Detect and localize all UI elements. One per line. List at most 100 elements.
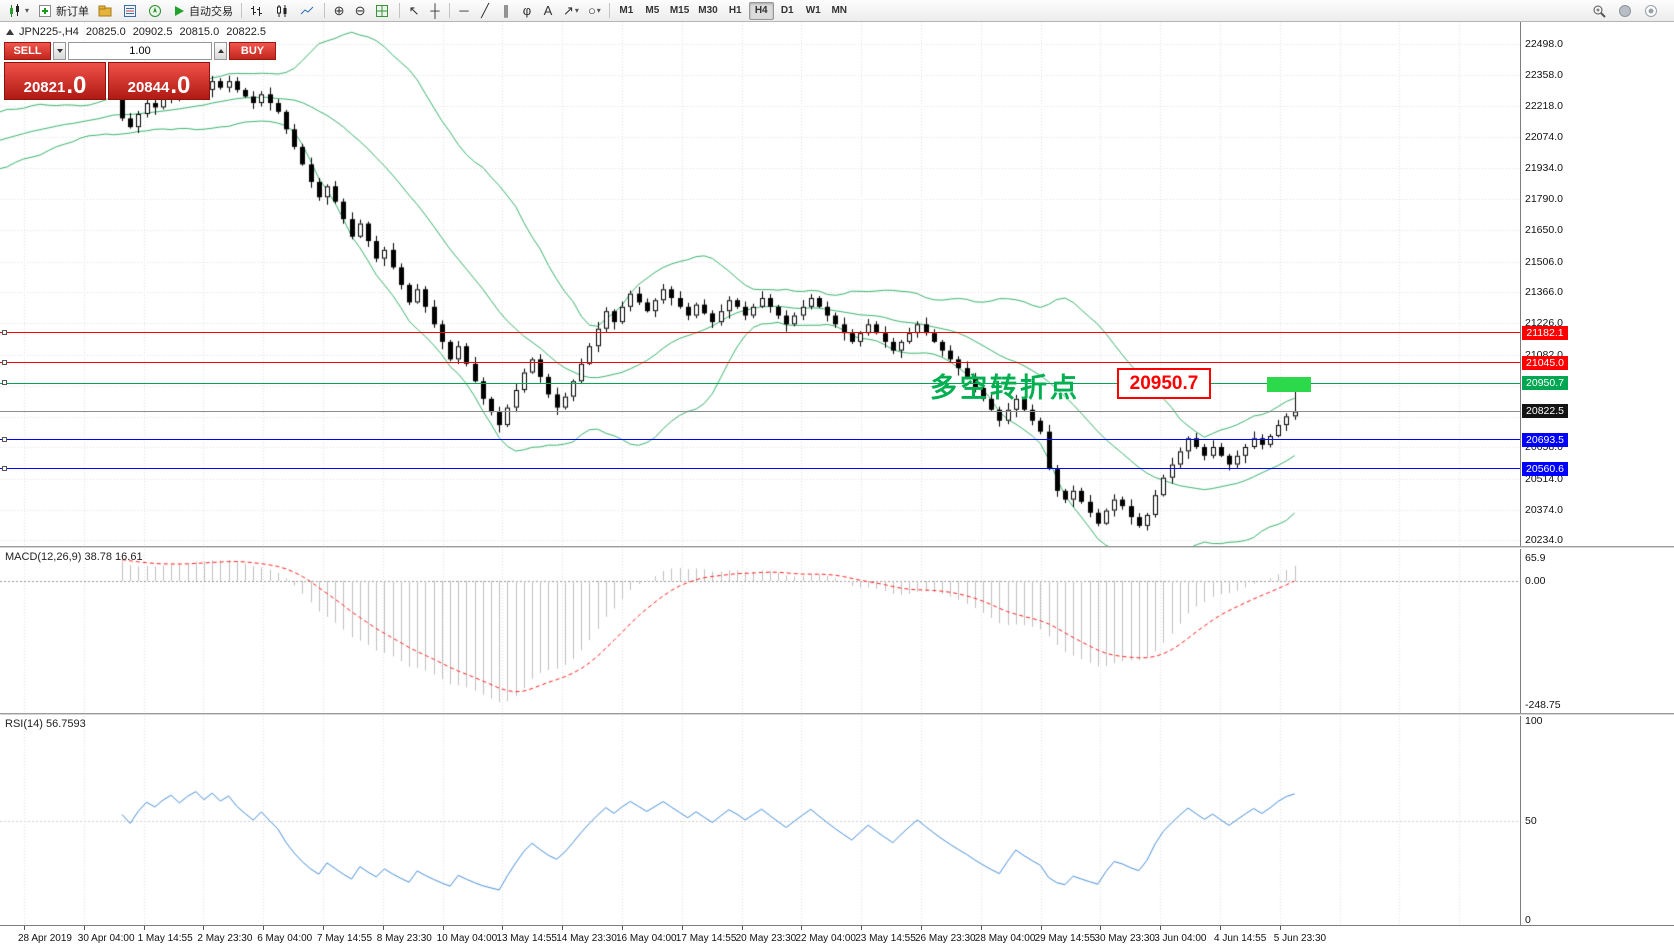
community-icon — [1618, 4, 1632, 18]
annotation-zone-marker[interactable] — [1267, 377, 1311, 392]
price-axis[interactable]: 22498.0 22358.0 22218.0 22074.0 21934.0 21790… — [1520, 22, 1674, 926]
tile-windows-button[interactable] — [371, 2, 395, 20]
candlestick-chart-button[interactable] — [271, 2, 295, 20]
annotation-price-callout[interactable]: 20950.7 — [1117, 368, 1211, 399]
cursor-button[interactable]: ↖ — [404, 2, 424, 20]
panel-splitter-rsi[interactable] — [0, 713, 1674, 716]
tf-w1-button[interactable]: W1 — [805, 5, 821, 16]
symbol-search-button[interactable] — [1588, 2, 1612, 20]
help-button[interactable] — [1640, 2, 1664, 20]
time-axis-tick — [323, 926, 324, 930]
time-axis-label: 2 May 23:30 — [197, 933, 253, 944]
line-chart-button[interactable] — [296, 2, 320, 20]
autotrading-icon — [173, 5, 185, 17]
arrows-button[interactable]: ↗ ▾ — [559, 2, 583, 20]
new-chart-button[interactable]: ▾ — [4, 2, 33, 20]
support-line-upper[interactable] — [0, 439, 1520, 441]
buy-price-display[interactable]: 20844.0 — [108, 62, 210, 100]
time-axis-tick — [622, 926, 623, 930]
horizontal-line-button[interactable]: ─ — [454, 2, 474, 20]
macd-panel-canvas[interactable] — [0, 549, 1520, 713]
time-axis-tick — [1220, 926, 1221, 930]
time-axis-tick — [741, 926, 743, 930]
tf-m30-button[interactable]: M30 — [698, 5, 718, 16]
volume-increase-button[interactable] — [214, 42, 227, 60]
rsi-scale-50: 50 — [1525, 814, 1537, 827]
tf-m5-button[interactable]: M5 — [645, 5, 660, 16]
price-axis-label: 22074.0 — [1525, 131, 1563, 144]
triangle-down-icon — [56, 49, 63, 53]
sell-button[interactable]: SELL — [4, 42, 51, 60]
time-axis-tick — [681, 926, 683, 930]
one-click-collapse-icon[interactable] — [6, 29, 14, 35]
community-button[interactable] — [1614, 2, 1638, 20]
fibonacci-button[interactable]: φ — [517, 2, 537, 20]
new-order-button[interactable]: 新订单 — [34, 2, 93, 20]
symbol-period-label: JPN225-,H4 — [19, 26, 79, 38]
crosshair-button[interactable]: ┼ — [425, 2, 445, 20]
time-axis-label: 28 Apr 2019 — [18, 933, 72, 944]
time-axis-tick — [382, 926, 384, 930]
text-label-button[interactable]: A — [538, 2, 558, 20]
sell-price-display[interactable]: 20821.0 — [4, 62, 106, 100]
rsi-panel-canvas[interactable] — [0, 716, 1520, 925]
annotation-turning-point-text[interactable]: 多空转折点 — [930, 373, 1080, 403]
market-watch-button[interactable] — [119, 2, 143, 20]
support-line-lower[interactable] — [0, 468, 1520, 470]
autotrading-button[interactable]: 自动交易 — [169, 2, 237, 20]
time-axis-label: 1 May 14:55 — [137, 933, 193, 944]
high-value: 20902.5 — [132, 26, 173, 38]
autotrading-button-label: 自动交易 — [189, 5, 234, 18]
macd-scale-min: -248.75 — [1525, 699, 1561, 711]
resistance-line-lower[interactable] — [0, 362, 1520, 364]
tf-h4-button[interactable]: H4 — [748, 1, 774, 20]
zoom-out-button[interactable]: ⊖ — [350, 2, 370, 20]
time-axis-tick — [263, 926, 265, 930]
tf-m15-button[interactable]: M15 — [669, 5, 690, 16]
channel-button[interactable]: ∥ — [496, 2, 516, 20]
tf-h1-button[interactable]: H1 — [728, 5, 742, 16]
bar-chart-button[interactable] — [246, 2, 270, 20]
caret-down-icon: ▾ — [596, 6, 601, 15]
time-axis-label: 5 Jun 23:30 — [1273, 933, 1327, 944]
time-axis[interactable]: 28 Apr 2019 30 Apr 04:00 1 May 14:55 2 May … — [0, 925, 1674, 949]
time-axis-tick — [24, 926, 25, 930]
resistance-line-lower-handle[interactable] — [2, 359, 7, 365]
time-axis-tick — [861, 926, 863, 930]
navigator-icon — [148, 4, 162, 18]
time-axis-label: 28 May 04:00 — [974, 933, 1036, 944]
zoom-in-button[interactable]: ⊕ — [329, 2, 349, 20]
price-tag-21182.1: 21182.1 — [1522, 325, 1568, 340]
volume-decrease-button[interactable] — [53, 42, 66, 60]
profiles-icon — [98, 4, 112, 18]
tile-windows-icon — [375, 4, 389, 18]
support-line-upper-handle[interactable] — [2, 436, 7, 442]
buy-price-frac: .0 — [170, 71, 191, 99]
crosshair-icon: ┼ — [430, 3, 440, 18]
toolbar-separator — [608, 3, 610, 18]
main-toolbar: ▾ 新订单 自动交易 ⊕ ⊖ ↖ ┼ ─ ╱ ∥ φ A ↗ ▾ ○ ▾ M1 M5 M15 M30 H1 H4 D1 W1 M… — [0, 0, 1674, 22]
tf-mn-button[interactable]: MN — [831, 5, 847, 16]
pivot-line-20950[interactable] — [0, 382, 1520, 384]
shapes-button[interactable]: ○ ▾ — [584, 2, 605, 20]
resistance-line-upper[interactable] — [0, 332, 1520, 334]
price-chart-canvas[interactable] — [0, 22, 1520, 546]
resistance-line-upper-handle[interactable] — [2, 329, 7, 335]
fibonacci-icon: φ — [522, 3, 532, 18]
navigator-button[interactable] — [144, 2, 168, 20]
trendline-button[interactable]: ╱ — [475, 2, 495, 20]
tf-d1-button[interactable]: D1 — [780, 5, 794, 16]
support-line-lower-handle[interactable] — [2, 465, 7, 471]
profiles-button[interactable] — [94, 2, 118, 20]
shapes-icon: ○ — [587, 3, 596, 18]
volume-input[interactable] — [68, 42, 212, 60]
time-axis-label: 17 May 14:55 — [675, 933, 737, 944]
chart-plot-area[interactable]: JPN225-,H4 20825.0 20902.5 20815.0 20822… — [0, 22, 1520, 925]
tf-m1-button[interactable]: M1 — [619, 5, 634, 16]
time-axis-tick — [801, 926, 803, 930]
current-price-line[interactable] — [0, 410, 1520, 412]
buy-button[interactable]: BUY — [229, 42, 276, 60]
panel-splitter-macd[interactable] — [0, 546, 1674, 549]
pivot-line-20950-handle[interactable] — [2, 380, 7, 386]
